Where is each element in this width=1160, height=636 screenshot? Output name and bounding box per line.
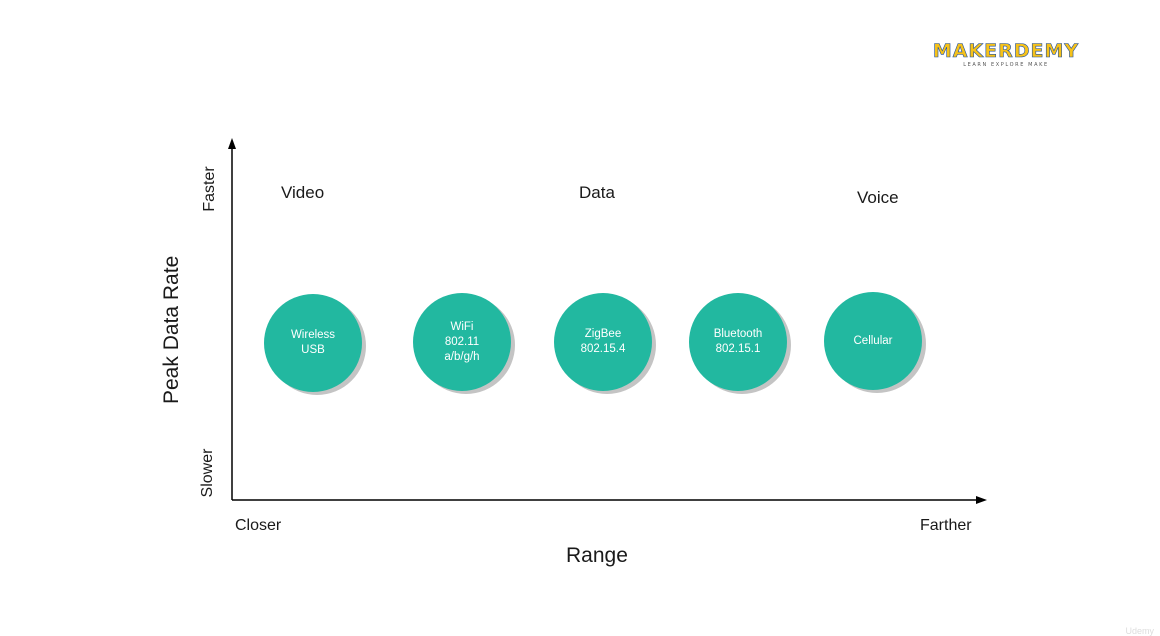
tech-label-line: 802.11 — [444, 335, 480, 348]
tech-label-line: Wireless — [290, 329, 336, 341]
wireless-usb-circle: Wireless USB — [264, 294, 362, 392]
y-axis-low-label: Slower — [199, 448, 216, 498]
wifi-circle: WiFi 802.11 a/b/g/h — [413, 293, 511, 391]
tech-label-line: WiFi — [450, 320, 474, 333]
tech-label-line: 802.15.1 — [715, 343, 761, 355]
y-axis-high-label: Faster — [201, 166, 218, 212]
logo-tagline: LEARN EXPLORE MAKE — [963, 62, 1049, 68]
cellular-circle: Cellular — [824, 292, 922, 390]
udemy-watermark: Udemy — [1125, 626, 1154, 636]
category-video-label: Video — [281, 183, 325, 202]
x-axis-low-label: Closer — [235, 517, 282, 534]
x-axis-arrow — [976, 496, 987, 504]
tech-label-line: Bluetooth — [713, 328, 763, 340]
bluetooth-circle: Bluetooth 802.15.1 — [689, 293, 787, 391]
x-axis-high-label: Farther — [920, 517, 972, 534]
y-axis-arrow — [228, 138, 236, 149]
y-axis-title: Peak Data Rate — [160, 255, 183, 404]
tech-label-line: a/b/g/h — [444, 350, 480, 363]
tech-label-line: 802.15.4 — [580, 343, 626, 355]
tech-label-line: Cellular — [853, 334, 893, 347]
category-voice-label: Voice — [857, 188, 899, 207]
zigbee-circle: ZigBee 802.15.4 — [554, 293, 652, 391]
tech-label-line: ZigBee — [584, 328, 622, 340]
logo-wordmark: MAKERDEMY — [932, 40, 1080, 63]
makerdemy-logo: MAKERDEMY LEARN EXPLORE MAKE — [922, 40, 1090, 69]
x-axis-title: Range — [566, 544, 628, 567]
category-data-label: Data — [579, 183, 615, 202]
tech-label-line: USB — [301, 344, 325, 356]
